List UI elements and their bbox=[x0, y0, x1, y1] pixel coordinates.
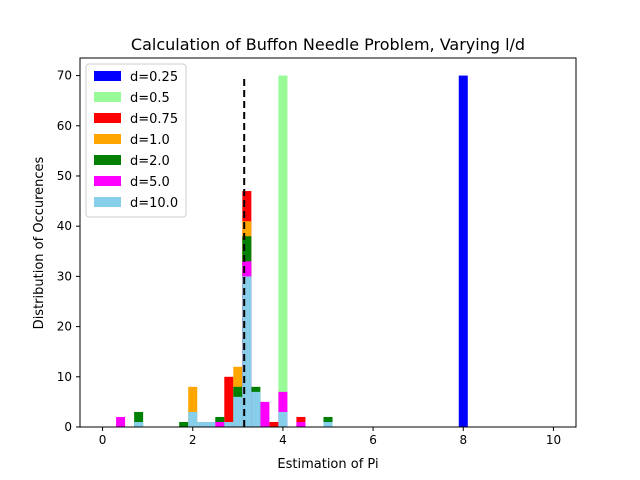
bar-d=10.0-4 bbox=[224, 421, 234, 427]
y-tick-label-1: 10 bbox=[57, 370, 72, 384]
y-tick-label-6: 60 bbox=[57, 119, 72, 133]
legend: d=0.25 d=0.5 d=0.75 d=1.0 d=2.0 d=5.0 d=10.0 bbox=[85, 63, 187, 218]
bar-d=10.0-1 bbox=[188, 411, 198, 427]
y-tick-label-0: 0 bbox=[64, 420, 72, 434]
bar-d=10.0-8 bbox=[278, 411, 288, 427]
legend-swatch-d=0.5 bbox=[94, 92, 121, 102]
bar-d=10.0-3 bbox=[206, 421, 216, 427]
x-tick-label-2: 4 bbox=[279, 433, 287, 447]
y-tick-label-3: 30 bbox=[57, 269, 72, 283]
x-tick-label-3: 6 bbox=[369, 433, 377, 447]
x-tick-label-5: 10 bbox=[546, 433, 561, 447]
bar-d=2.0-1 bbox=[179, 421, 189, 427]
x-axis-label: Estimation of Pi bbox=[277, 457, 378, 472]
legend-label-d=0.5: d=0.5 bbox=[130, 91, 170, 106]
bar-d=10.0-5 bbox=[233, 396, 243, 427]
bar-d=0.75-2 bbox=[269, 421, 279, 427]
legend-label-d=5.0: d=5.0 bbox=[130, 175, 170, 190]
bar-d=1.0-0 bbox=[188, 386, 198, 427]
plot-area: 0 2 4 6 8 10 0 10 20 30 40 50 60 70 bbox=[57, 57, 577, 447]
legend-label-d=1.0: d=1.0 bbox=[130, 133, 170, 148]
legend-label-d=0.75: d=0.75 bbox=[130, 112, 178, 127]
y-tick-label-5: 50 bbox=[57, 169, 72, 183]
bar-d=10.0-7 bbox=[251, 391, 261, 427]
legend-swatch-d=10.0 bbox=[94, 197, 121, 207]
y-tick-label-2: 20 bbox=[57, 320, 72, 334]
bar-d=2.0-0 bbox=[134, 411, 144, 427]
y-axis-label: Distribution of Occurences bbox=[32, 156, 47, 329]
legend-swatch-d=1.0 bbox=[94, 134, 121, 144]
bar-d=0.5-0 bbox=[278, 75, 288, 428]
legend-label-d=0.25: d=0.25 bbox=[130, 70, 178, 85]
bar-d=10.0-2 bbox=[197, 421, 207, 427]
y-tick-label-7: 70 bbox=[57, 69, 72, 83]
legend-label-d=2.0: d=2.0 bbox=[130, 154, 170, 169]
legend-swatch-d=0.25 bbox=[94, 71, 121, 81]
axes-frame bbox=[79, 57, 577, 428]
bar-d=0.75-0 bbox=[224, 376, 234, 427]
y-tick-label-4: 40 bbox=[57, 219, 72, 233]
bar-d=5.0-4 bbox=[260, 401, 270, 427]
bar-d=10.0-0 bbox=[134, 421, 144, 427]
bar-d=10.0-9 bbox=[323, 421, 333, 427]
bar-d=5.0-0 bbox=[116, 416, 126, 427]
bar-d=5.0-5 bbox=[278, 391, 288, 427]
legend-label-d=10.0: d=10.0 bbox=[130, 196, 178, 211]
x-tick-label-0: 0 bbox=[99, 433, 107, 447]
legend-swatch-d=0.75 bbox=[94, 113, 121, 123]
x-tick-label-1: 2 bbox=[189, 433, 197, 447]
bar-d=5.0-2 bbox=[215, 421, 225, 427]
bar-d=0.25-0 bbox=[458, 75, 468, 428]
x-tick-label-4: 8 bbox=[459, 433, 467, 447]
bar-d=10.0-6 bbox=[242, 276, 252, 427]
bar-d=5.0-6 bbox=[296, 421, 306, 427]
legend-swatch-d=5.0 bbox=[94, 176, 121, 186]
chart-title: Calculation of Buffon Needle Problem, Va… bbox=[131, 35, 525, 54]
legend-swatch-d=2.0 bbox=[94, 155, 121, 165]
